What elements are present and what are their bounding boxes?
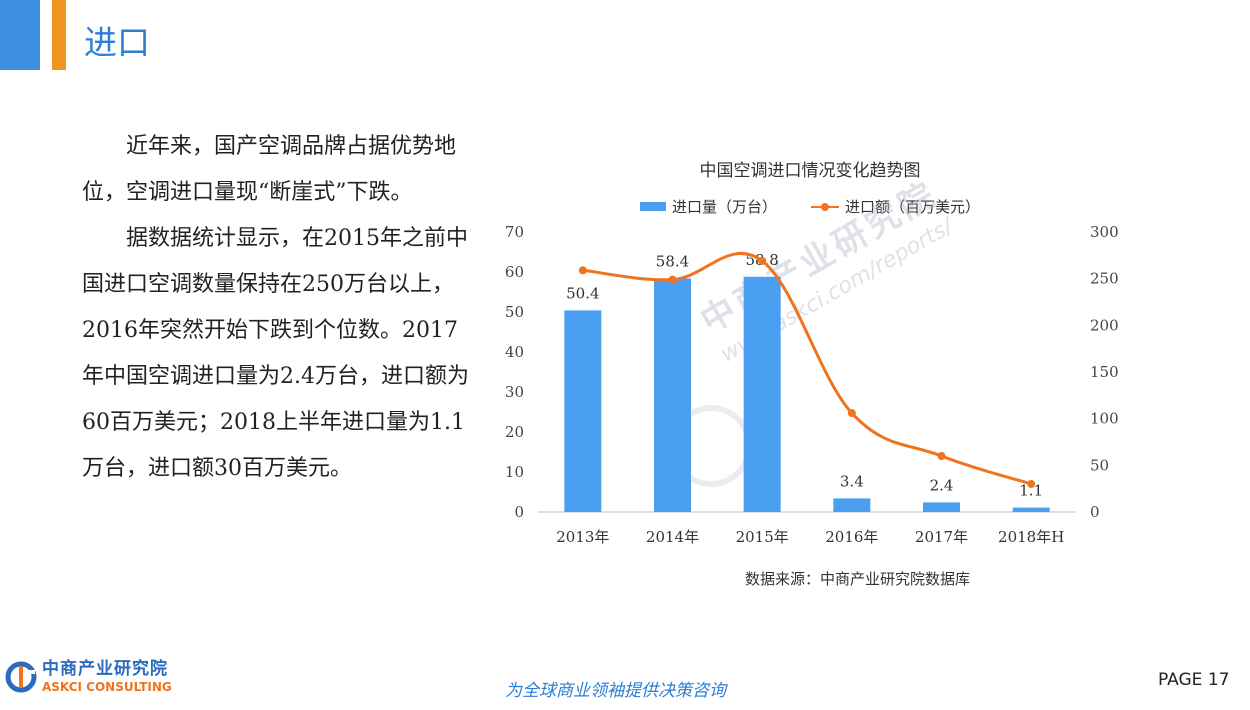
y-right-tick-label: 0 [1090,503,1100,521]
y-left-tick-label: 30 [505,383,524,401]
y-left-tick-label: 60 [505,263,524,281]
footer-slogan: 为全球商业领袖提供决策咨询 [505,681,726,701]
line-point [668,275,677,284]
paragraph-2: 据数据统计显示，在2015年之前中国进口空调数量保持在250万台以上，2016年… [82,226,469,481]
y-right-tick-label: 300 [1090,223,1119,241]
bar [833,498,871,512]
x-tick-label: 2018年H [998,528,1064,546]
line-point [847,409,856,418]
legend-swatch-line [811,201,839,213]
chart-legend: 进口量（万台） 进口额（百万美元） [560,196,1060,217]
logo-mark-icon [4,660,38,694]
y-left-tick-label: 20 [505,423,524,441]
bar [1012,507,1050,512]
bar-data-label: 3.4 [840,472,864,490]
y-left-tick-label: 40 [505,343,524,361]
legend-label-value: 进口额（百万美元） [845,198,981,216]
line-point [758,256,767,265]
data-source: 数据来源：中商产业研究院数据库 [745,570,971,588]
line-point [937,452,946,460]
bar-data-label: 1.1 [1019,482,1043,500]
line-point [1027,480,1036,488]
bar-data-label: 58.4 [656,252,689,270]
line-point [578,266,587,275]
y-right-tick-label: 200 [1090,316,1119,334]
legend-label-volume: 进口量（万台） [671,198,777,216]
page-title: 进口 [84,23,150,62]
company-logo: 中商产业研究院 ASKCI CONSULTING [4,660,172,694]
page-number: PAGE 17 [1158,670,1230,690]
bar-data-label: 50.4 [566,284,599,302]
bar [564,310,602,512]
header-accent-blue [0,0,40,70]
y-right-tick-label: 50 [1090,456,1109,474]
logo-text-cn: 中商产业研究院 [42,659,168,679]
series-line-value [582,252,1032,486]
y-right-tick-label: 100 [1090,410,1119,428]
y-right-tick-label: 250 [1090,270,1119,288]
x-tick-label: 2014年 [646,528,699,546]
x-tick-label: 2015年 [736,528,789,546]
x-tick-label: 2013年 [556,528,609,546]
legend-item-value: 进口额（百万美元） [811,196,980,217]
legend-item-volume: 进口量（万台） [639,196,777,217]
paragraph-1: 近年来，国产空调品牌占据优势地位，空调进口量现“断崖式”下跌。 [82,134,457,205]
header-accent-orange [52,0,66,70]
legend-swatch-bar [639,202,666,211]
bar-data-label: 2.4 [930,476,954,494]
bar [923,502,960,512]
bar [654,278,691,512]
y-left-tick-label: 10 [505,463,524,481]
bar [743,276,781,512]
y-left-tick-label: 50 [505,303,524,321]
y-left-tick-label: 70 [505,223,524,241]
logo-text-en: ASKCI CONSULTING [42,680,172,694]
y-right-tick-label: 150 [1090,363,1119,381]
x-tick-label: 2016年 [825,528,878,546]
body-text: 近年来，国产空调品牌占据优势地位，空调进口量现“断崖式”下跌。 据数据统计显示，… [82,124,474,492]
chart-title: 中国空调进口情况变化趋势图 [699,161,921,181]
y-left-tick-label: 0 [514,503,524,521]
x-tick-label: 2017年 [915,528,968,546]
